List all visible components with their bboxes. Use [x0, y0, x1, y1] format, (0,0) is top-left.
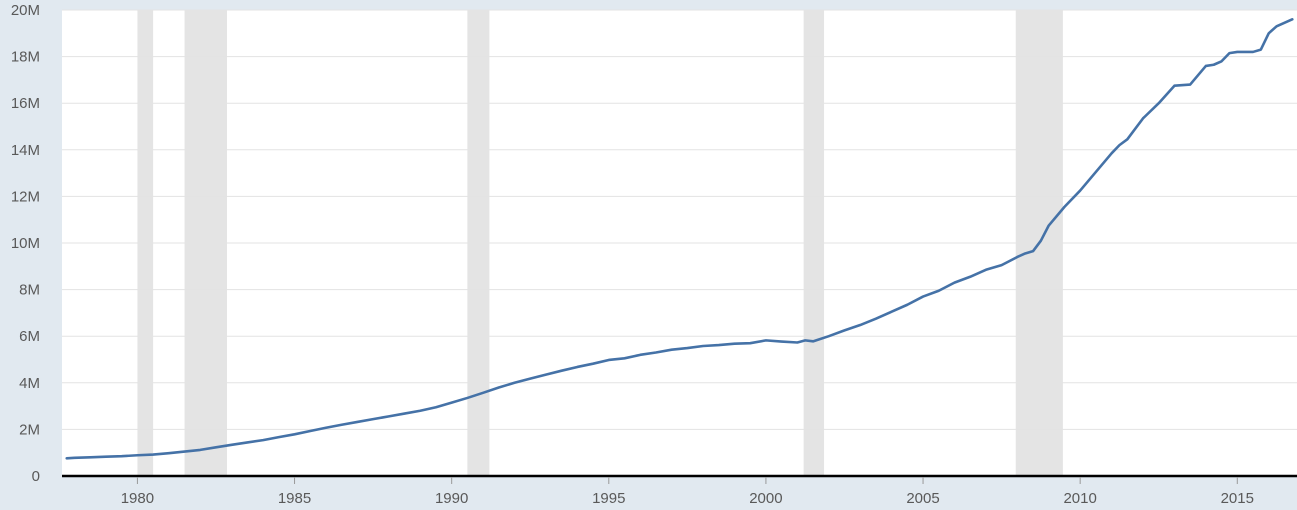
y-gridlines: [62, 9, 1297, 430]
series-layer: [65, 18, 1294, 460]
x-tick-label-4: 2000: [749, 490, 782, 507]
x-tick-label-3: 1995: [592, 490, 625, 507]
y-tick-label-10: 20M: [11, 2, 40, 19]
y-tick-label-9: 18M: [11, 49, 40, 66]
y-axis-tick-labels: 0 2M 4M 6M 8M 10M 12M 14M 16M 18M 20M: [11, 2, 40, 485]
x-axis-tick-labels: 1980 1985 1990 1995 2000 2005 2010 2015: [121, 490, 1254, 507]
y-tick-label-2: 4M: [19, 375, 40, 392]
y-tick-label-6: 12M: [11, 188, 40, 205]
x-tick-label-1: 1985: [278, 490, 311, 507]
y-tick-label-7: 14M: [11, 142, 40, 159]
x-tick-label-5: 2005: [906, 490, 939, 507]
x-axis: [62, 474, 1297, 484]
x-tick-label-2: 1990: [435, 490, 468, 507]
series-line-0: [65, 18, 1294, 460]
y-tick-label-8: 16M: [11, 95, 40, 112]
y-tick-label-0: 0: [32, 468, 40, 485]
y-tick-label-3: 6M: [19, 328, 40, 345]
y-tick-label-1: 2M: [19, 421, 40, 438]
y-tick-label-4: 8M: [19, 282, 40, 299]
x-tick-label-7: 2015: [1221, 490, 1254, 507]
y-tick-label-5: 10M: [11, 235, 40, 252]
x-tick-label-0: 1980: [121, 490, 154, 507]
x-tick-label-6: 2010: [1063, 490, 1096, 507]
